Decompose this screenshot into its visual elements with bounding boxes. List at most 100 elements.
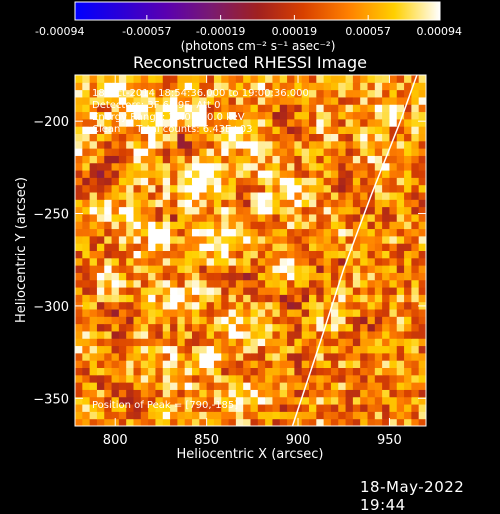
heatmap-pixel <box>235 148 244 156</box>
heatmap-pixel <box>235 367 244 376</box>
heatmap-pixel <box>140 184 149 193</box>
heatmap-pixel <box>89 257 98 266</box>
heatmap-pixel <box>111 104 120 113</box>
heatmap-pixel <box>104 404 113 412</box>
heatmap-pixel <box>382 206 390 215</box>
heatmap-pixel <box>111 184 120 193</box>
heatmap-pixel <box>265 352 273 361</box>
heatmap-pixel <box>272 206 281 215</box>
heatmap-pixel <box>192 330 200 339</box>
heatmap-pixel <box>177 404 186 412</box>
heatmap-pixel <box>126 316 134 325</box>
heatmap-pixel <box>330 279 339 288</box>
heatmap-pixel <box>294 265 303 273</box>
heatmap-pixel <box>126 360 134 368</box>
heatmap-pixel <box>411 184 420 193</box>
heatmap-pixel <box>133 250 142 259</box>
heatmap-pixel <box>206 367 215 376</box>
heatmap-pixel <box>118 330 127 339</box>
heatmap-pixel <box>243 228 251 237</box>
heatmap-pixel <box>170 389 178 398</box>
heatmap-pixel <box>170 272 178 281</box>
heatmap-pixel <box>279 338 288 347</box>
heatmap-pixel <box>118 111 127 120</box>
heatmap-pixel <box>96 235 105 244</box>
heatmap-pixel <box>367 360 376 368</box>
heatmap-pixel <box>228 228 237 237</box>
heatmap-pixel <box>330 221 339 230</box>
heatmap-pixel <box>133 96 142 105</box>
heatmap-pixel <box>162 206 171 215</box>
heatmap-pixel <box>374 170 383 178</box>
heatmap-pixel <box>192 309 200 317</box>
heatmap-pixel <box>221 89 230 98</box>
heatmap-pixel <box>82 82 91 91</box>
heatmap-pixel <box>89 287 98 295</box>
heatmap-pixel <box>309 301 317 310</box>
heatmap-pixel <box>360 294 368 303</box>
heatmap-pixel <box>382 213 390 222</box>
heatmap-pixel <box>265 162 273 171</box>
heatmap-pixel <box>301 279 310 288</box>
heatmap-pixel <box>89 104 98 113</box>
heatmap-pixel <box>316 89 325 98</box>
heatmap-pixel <box>265 250 273 259</box>
heatmap-pixel <box>155 221 164 230</box>
heatmap-pixel <box>140 111 149 120</box>
heatmap-pixel <box>104 82 113 91</box>
heatmap-pixel <box>140 126 149 134</box>
heatmap-pixel <box>104 279 113 288</box>
heatmap-pixel <box>235 352 244 361</box>
heatmap-pixel <box>367 374 376 383</box>
heatmap-pixel <box>257 330 266 339</box>
heatmap-pixel <box>301 396 310 405</box>
heatmap-pixel <box>170 404 178 412</box>
heatmap-pixel <box>199 330 208 339</box>
heatmap-pixel <box>140 89 149 98</box>
heatmap-pixel <box>243 352 251 361</box>
heatmap-pixel <box>235 243 244 251</box>
heatmap-pixel <box>345 75 354 83</box>
heatmap-pixel <box>330 360 339 368</box>
heatmap-pixel <box>301 155 310 164</box>
heatmap-pixel <box>126 184 134 193</box>
heatmap-pixel <box>199 418 208 426</box>
heatmap-pixel <box>75 170 83 178</box>
heatmap-pixel <box>148 111 156 120</box>
heatmap-pixel <box>404 206 412 215</box>
heatmap-pixel <box>82 118 91 127</box>
heatmap-pixel <box>213 257 222 266</box>
heatmap-pixel <box>228 206 237 215</box>
heatmap-pixel <box>235 323 244 332</box>
heatmap-pixel <box>228 213 237 222</box>
heatmap-pixel <box>170 374 178 383</box>
heatmap-pixel <box>162 235 171 244</box>
heatmap-pixel <box>396 404 405 412</box>
heatmap-pixel <box>133 418 142 426</box>
heatmap-pixel <box>126 279 134 288</box>
heatmap-pixel <box>301 228 310 237</box>
heatmap-pixel <box>126 374 134 383</box>
heatmap-pixel <box>338 140 347 149</box>
heatmap-pixel <box>206 287 215 295</box>
heatmap-pixel <box>199 177 208 186</box>
heatmap-pixel <box>316 104 325 113</box>
heatmap-pixel <box>345 177 354 186</box>
heatmap-pixel <box>404 404 412 412</box>
heatmap-pixel <box>250 345 259 354</box>
heatmap-pixel <box>162 309 171 317</box>
heatmap-pixel <box>418 279 426 288</box>
heatmap-pixel <box>374 177 383 186</box>
heatmap-pixel <box>323 184 332 193</box>
heatmap-pixel <box>418 221 426 230</box>
heatmap-pixel <box>250 265 259 273</box>
heatmap-pixel <box>265 316 273 325</box>
heatmap-pixel <box>221 389 230 398</box>
heatmap-pixel <box>352 221 361 230</box>
heatmap-pixel <box>133 404 142 412</box>
heatmap-pixel <box>338 126 347 134</box>
heatmap-pixel <box>104 89 113 98</box>
heatmap-pixel <box>367 257 376 266</box>
heatmap-pixel <box>155 418 164 426</box>
heatmap-pixel <box>75 309 83 317</box>
